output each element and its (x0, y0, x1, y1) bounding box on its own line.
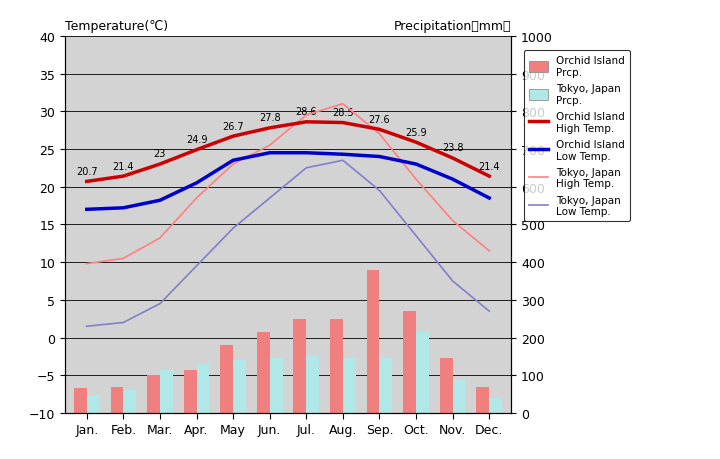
Text: 27.6: 27.6 (369, 115, 390, 124)
Bar (294, 394, 306, 413)
Text: Temperature(℃): Temperature(℃) (65, 20, 168, 33)
Text: Precipitation（mm）: Precipitation（mm） (394, 20, 511, 33)
Bar (111, 413, 123, 459)
Bar (270, 358, 282, 413)
Bar (257, 408, 270, 413)
Bar (306, 357, 319, 413)
Bar (366, 345, 379, 413)
Text: 28.5: 28.5 (332, 108, 354, 118)
Text: 28.6: 28.6 (295, 107, 317, 117)
Bar (86, 395, 99, 413)
Bar (477, 387, 490, 413)
Text: 25.9: 25.9 (405, 127, 427, 137)
Bar (403, 387, 416, 413)
Text: 24.9: 24.9 (186, 135, 207, 145)
Bar (416, 332, 429, 413)
Bar (184, 413, 197, 445)
Bar (477, 413, 490, 459)
Bar (74, 389, 86, 413)
Bar (184, 370, 197, 413)
Bar (343, 358, 356, 413)
Bar (233, 360, 246, 413)
Bar (74, 413, 86, 459)
Text: 21.4: 21.4 (112, 161, 134, 171)
Text: 23.8: 23.8 (442, 143, 464, 153)
Text: 20.7: 20.7 (76, 167, 98, 176)
Bar (111, 387, 123, 413)
Bar (453, 379, 465, 413)
Bar (123, 391, 136, 413)
Bar (440, 358, 453, 413)
Bar (294, 319, 306, 413)
Bar (440, 413, 453, 434)
Bar (147, 413, 160, 451)
Bar (330, 394, 343, 413)
Y-axis label: Temperature(℃): Temperature(℃) (0, 458, 1, 459)
Bar (147, 375, 160, 413)
Bar (160, 370, 173, 413)
Legend: Orchid Island
Prcp., Tokyo, Japan
Prcp., Orchid Island
High Temp., Orchid Island: Orchid Island Prcp., Tokyo, Japan Prcp.,… (523, 51, 630, 222)
Bar (403, 312, 416, 413)
Bar (379, 358, 392, 413)
Bar (490, 398, 502, 413)
Text: 26.7: 26.7 (222, 121, 244, 131)
Text: 23: 23 (154, 149, 166, 159)
Y-axis label: Precipitation（mm）: Precipitation（mm） (0, 458, 1, 459)
Bar (197, 364, 210, 413)
Text: 27.8: 27.8 (259, 113, 281, 123)
Bar (330, 319, 343, 413)
Bar (257, 332, 270, 413)
Bar (366, 270, 379, 413)
Text: 21.4: 21.4 (479, 161, 500, 171)
Bar (220, 413, 233, 420)
Bar (220, 345, 233, 413)
